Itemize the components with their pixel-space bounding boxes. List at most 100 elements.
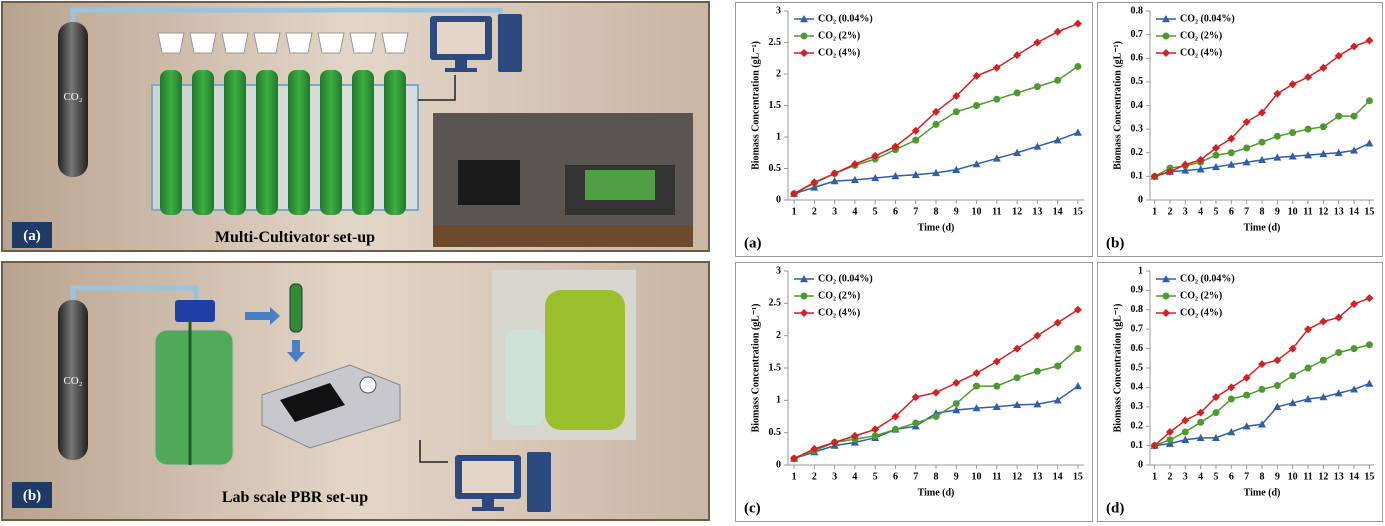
data-point — [1162, 49, 1170, 57]
data-point — [891, 412, 900, 421]
data-point — [810, 444, 819, 453]
data-point — [1196, 165, 1205, 173]
y-axis-title: Biomass Concentration (gL⁻¹) — [1112, 304, 1123, 433]
data-point — [1073, 19, 1082, 28]
data-point — [1073, 128, 1082, 136]
data-point — [1227, 149, 1235, 157]
data-point — [1054, 76, 1062, 84]
data-point — [1196, 408, 1205, 417]
data-point — [1350, 345, 1358, 353]
data-point — [1365, 97, 1373, 105]
y-tick-label: 0.7 — [1131, 323, 1144, 334]
data-point — [993, 95, 1001, 103]
data-point — [1273, 381, 1281, 389]
y-tick-label: 0.7 — [1131, 29, 1144, 40]
series-line — [793, 309, 1079, 460]
y-tick-label: 0 — [1138, 194, 1143, 205]
data-point — [932, 388, 940, 397]
y-tick-label: 0 — [1138, 459, 1143, 470]
y-tick-label: 0.2 — [1131, 420, 1144, 431]
data-point — [1304, 125, 1312, 133]
legend-label: CO₂ (0.04%) — [1180, 13, 1235, 24]
computer-icon — [455, 452, 551, 512]
data-point — [1335, 348, 1343, 356]
legend-label: CO₂ (0.04%) — [818, 13, 873, 24]
panel-label: (b) — [1106, 235, 1124, 251]
x-tick-label: 7 — [913, 471, 918, 482]
chart: 00.10.20.30.40.50.60.70.80.911 2 3 4 5 6 7 8 9 10… — [1097, 262, 1383, 522]
x-tick-label: 3 — [1183, 206, 1188, 217]
data-point — [800, 15, 808, 23]
data-point — [1181, 428, 1189, 436]
y-tick-label: 0.1 — [1131, 171, 1144, 182]
panel-label: (a) — [744, 235, 762, 251]
water-bath — [151, 84, 419, 211]
x-tick-label: 14 — [1053, 471, 1063, 482]
x-axis-title: Time (d) — [1244, 222, 1281, 233]
data-point — [1033, 367, 1041, 375]
data-point — [891, 172, 900, 180]
gas-pipe — [70, 285, 199, 300]
x-tick-label: 6 — [893, 206, 898, 217]
photo-detail — [585, 170, 655, 200]
x-tick-label: 2 — [812, 471, 817, 482]
x-tick-label: 4 — [1198, 206, 1203, 217]
data-point — [1335, 112, 1343, 120]
x-tick-label: 6 — [1229, 206, 1234, 217]
data-point — [1073, 382, 1082, 390]
y-tick-label: 1.5 — [769, 100, 782, 111]
data-point — [932, 120, 940, 128]
data-point — [800, 309, 808, 317]
data-point — [1304, 364, 1312, 372]
gas-cylinder — [58, 300, 88, 460]
y-tick-label: 0.5 — [1131, 362, 1144, 373]
data-point — [1334, 51, 1343, 60]
y-tick-label: 0 — [776, 459, 781, 470]
data-point — [1242, 158, 1251, 166]
data-point — [830, 177, 839, 185]
x-tick-label: 3 — [1183, 471, 1188, 482]
data-point — [871, 432, 879, 440]
y-tick-label: 0.5 — [769, 427, 782, 438]
x-tick-label: 13 — [1032, 206, 1042, 217]
x-tick-label: 2 — [1167, 471, 1172, 482]
data-point — [912, 419, 920, 427]
data-point — [1162, 32, 1170, 40]
data-point — [1074, 345, 1082, 353]
data-point — [1013, 51, 1022, 60]
legend-label: CO₂ (2%) — [1180, 30, 1222, 41]
data-point — [1365, 294, 1374, 303]
data-point — [1227, 160, 1236, 168]
spectro-cell — [359, 376, 377, 394]
data-point — [1273, 153, 1282, 161]
data-point — [992, 357, 1001, 366]
data-point — [800, 292, 808, 300]
data-point — [972, 160, 981, 168]
x-tick-label: 3 — [832, 471, 837, 482]
data-point — [1289, 129, 1297, 137]
data-point — [1365, 379, 1374, 387]
data-point — [1212, 409, 1220, 417]
data-point — [1258, 420, 1266, 428]
data-point — [1319, 63, 1328, 72]
data-point — [830, 438, 839, 447]
y-tick-label: 0.1 — [1131, 440, 1144, 451]
data-point — [1181, 435, 1190, 443]
x-tick-label: 10 — [972, 471, 982, 482]
data-point — [1242, 422, 1251, 430]
data-point — [973, 102, 981, 109]
x-tick-label: 12 — [1012, 206, 1022, 217]
data-point — [1258, 155, 1266, 164]
data-point — [1033, 331, 1042, 340]
data-point — [810, 178, 819, 187]
x-tick-label: 5 — [873, 206, 878, 217]
data-point — [1013, 89, 1021, 97]
data-point — [1211, 162, 1220, 171]
data-point — [972, 369, 981, 378]
data-point — [790, 189, 799, 198]
data-point — [830, 169, 839, 178]
data-point — [1033, 142, 1042, 150]
data-point — [850, 160, 859, 169]
y-tick-label: 0.4 — [1131, 100, 1144, 111]
